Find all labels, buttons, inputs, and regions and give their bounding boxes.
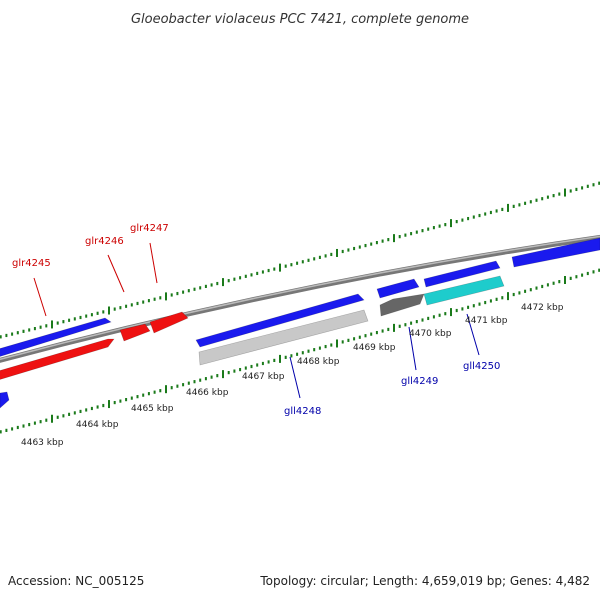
gene-label-gll4249[interactable]: gll4249 xyxy=(401,376,438,387)
gene-label-glr4247[interactable]: glr4247 xyxy=(130,223,169,234)
callout-line xyxy=(289,356,301,399)
gene-features xyxy=(0,237,600,409)
gene-arrow[interactable] xyxy=(119,323,151,342)
gene-arrow[interactable] xyxy=(511,237,600,268)
genome-summary-text: Topology: circular; Length: 4,659,019 bp… xyxy=(259,574,590,588)
callout-line xyxy=(149,242,158,284)
callout-line xyxy=(107,254,125,293)
gene-arrow[interactable] xyxy=(376,278,420,299)
gene-arrow[interactable] xyxy=(195,293,365,348)
tick-label-4464: 4464 kbp xyxy=(76,420,119,430)
gene-callouts: glr4245 glr4246 glr4247 gll4248 gll4249 … xyxy=(12,223,500,417)
tick-label-4465: 4465 kbp xyxy=(131,404,174,414)
lower-tick-row xyxy=(0,268,600,434)
tick-label-4472: 4472 kbp xyxy=(521,303,564,313)
kbp-tick-labels: 4463 kbp 4464 kbp 4465 kbp 4466 kbp 4467… xyxy=(21,303,564,448)
callout-line xyxy=(33,277,47,317)
gene-label-glr4245[interactable]: glr4245 xyxy=(12,258,51,269)
gene-label-glr4246[interactable]: glr4246 xyxy=(85,236,124,247)
tick-label-4467: 4467 kbp xyxy=(242,372,285,382)
gene-arrow[interactable] xyxy=(149,311,189,334)
accession-text: Accession: NC_005125 xyxy=(8,574,144,588)
gene-arrow[interactable] xyxy=(379,293,425,317)
gene-arrow[interactable] xyxy=(0,391,10,409)
upper-tick-row xyxy=(0,181,600,339)
tick-label-4463: 4463 kbp xyxy=(21,438,64,448)
gene-arrow[interactable] xyxy=(423,275,505,306)
tick-label-4471: 4471 kbp xyxy=(465,316,508,326)
gene-label-gll4250[interactable]: gll4250 xyxy=(463,361,500,372)
map-title: Gloeobacter violaceus PCC 7421, complete… xyxy=(131,12,469,27)
gene-arrow[interactable] xyxy=(423,260,501,288)
gene-arrow[interactable] xyxy=(0,317,112,358)
tick-label-4466: 4466 kbp xyxy=(186,388,229,398)
callout-line xyxy=(408,326,417,371)
gene-arrow[interactable] xyxy=(0,338,115,381)
tick-label-4470: 4470 kbp xyxy=(409,329,452,339)
tick-label-4469: 4469 kbp xyxy=(353,343,396,353)
genome-backbone xyxy=(0,234,600,363)
gene-label-gll4248[interactable]: gll4248 xyxy=(284,406,321,417)
tick-label-4468: 4468 kbp xyxy=(297,357,340,367)
genome-backbone-highlight xyxy=(0,235,600,361)
callout-line xyxy=(466,313,480,356)
gene-arrow[interactable] xyxy=(198,309,369,366)
